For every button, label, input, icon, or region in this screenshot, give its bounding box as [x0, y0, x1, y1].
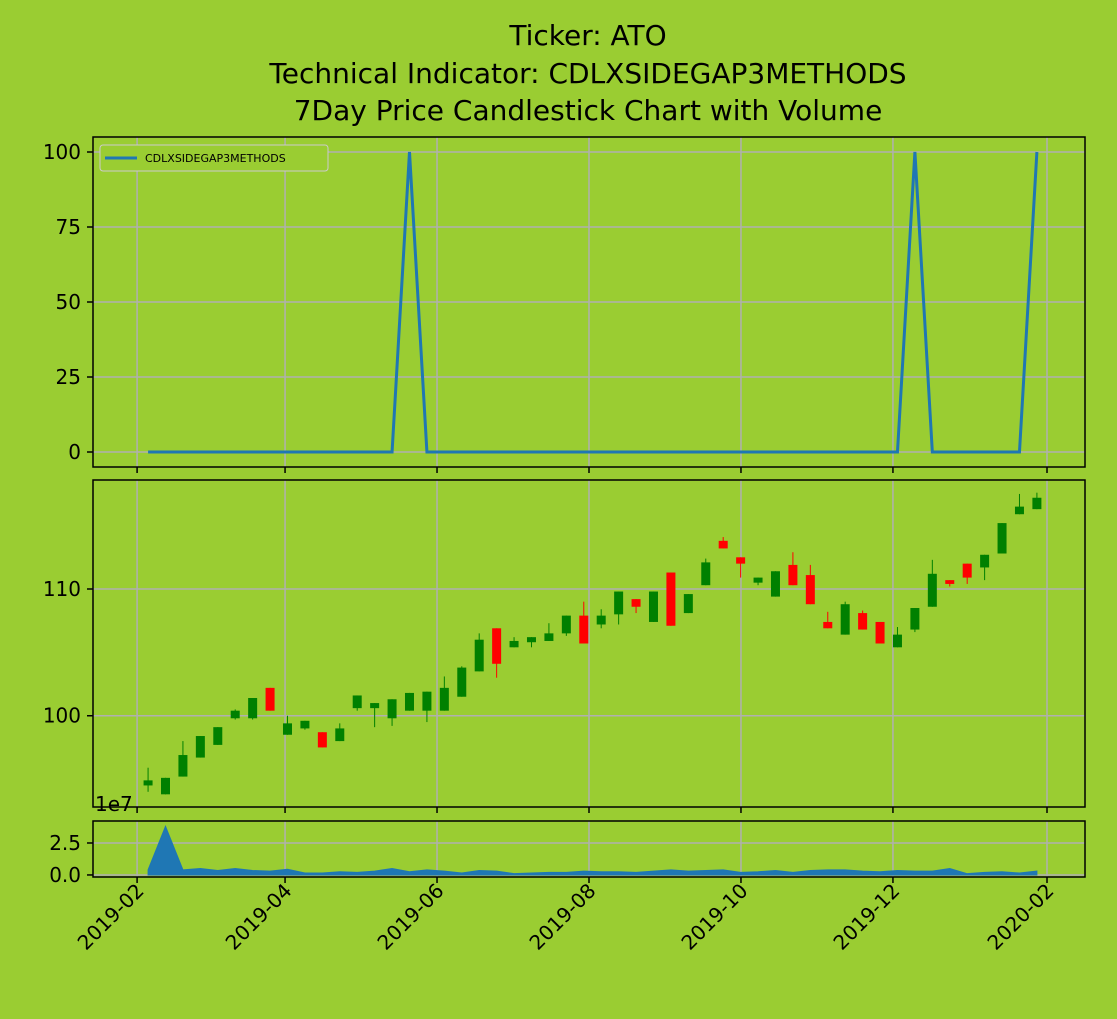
axes-frame: [92, 479, 1086, 808]
legend-label: CDLXSIDEGAP3METHODS: [145, 152, 286, 165]
candle-body: [788, 564, 798, 586]
candle-body: [509, 640, 519, 648]
candle-body: [596, 615, 606, 625]
candle-body: [875, 621, 885, 644]
title-line: Ticker: ATO: [508, 19, 666, 52]
candle-body: [526, 637, 536, 643]
candle-body: [736, 557, 746, 564]
candle-body: [962, 563, 972, 578]
axes-frame: [92, 136, 1086, 468]
legend-box: [99, 144, 329, 172]
y-tick-label: 100: [43, 704, 81, 728]
y-tick-label: 0: [68, 440, 81, 464]
offset-text: 1e7: [95, 792, 133, 816]
candle-body: [404, 692, 414, 711]
candle-body: [195, 736, 205, 758]
candle-body: [248, 698, 258, 719]
candle-body: [997, 523, 1007, 554]
candle-body: [892, 634, 902, 648]
candle-body: [213, 727, 223, 745]
y-tick-label: 75: [56, 215, 81, 239]
candle-body: [945, 580, 955, 584]
candle-body: [282, 723, 292, 735]
title-line: Technical Indicator: CDLXSIDEGAP3METHODS: [268, 57, 906, 90]
volume-area: [147, 825, 1038, 876]
axes-frame: [92, 820, 1086, 878]
candle-body: [300, 720, 310, 729]
candle-body: [422, 691, 432, 711]
candle-body: [457, 667, 467, 697]
candle-body: [178, 755, 188, 777]
candle-body: [718, 540, 728, 549]
candle-body: [648, 591, 658, 622]
y-tick-label: 25: [56, 365, 81, 389]
title-line: 7Day Price Candlestick Chart with Volume: [294, 94, 883, 127]
candle-body: [770, 571, 780, 597]
candle-body: [579, 615, 589, 644]
y-tick-label: 100: [43, 140, 81, 164]
candle-body: [230, 710, 240, 719]
candle-body: [492, 628, 502, 664]
candle-body: [823, 621, 833, 629]
candle-body: [980, 554, 990, 568]
candle-body: [910, 608, 920, 630]
candle-body: [561, 615, 571, 634]
candle-body: [335, 728, 345, 742]
candle-body: [614, 591, 624, 615]
y-tick-label: 110: [43, 577, 81, 601]
candle-body: [439, 687, 449, 711]
candle-body: [631, 599, 641, 607]
candle-body: [265, 687, 275, 711]
candle-body: [387, 699, 397, 719]
candle-body: [666, 572, 676, 626]
candle-body: [753, 577, 763, 583]
candle-body: [840, 604, 850, 635]
candle-body: [805, 575, 815, 605]
candle-body: [701, 562, 711, 586]
candle-body: [1032, 497, 1042, 510]
candle-body: [143, 780, 153, 786]
candle-body: [370, 703, 380, 709]
y-tick-label: 0.0: [49, 863, 81, 887]
candle-body: [317, 732, 327, 748]
y-tick-label: 2.5: [49, 831, 81, 855]
candle-body: [927, 573, 937, 607]
candle-body: [544, 633, 554, 641]
candle-body: [352, 695, 362, 709]
y-tick-label: 50: [56, 290, 81, 314]
candle-body: [858, 613, 868, 630]
candle-body: [474, 639, 484, 672]
candle-body: [1014, 506, 1024, 515]
candle-body: [683, 594, 693, 614]
candle-body: [161, 777, 171, 795]
indicator-line: [148, 151, 1039, 454]
